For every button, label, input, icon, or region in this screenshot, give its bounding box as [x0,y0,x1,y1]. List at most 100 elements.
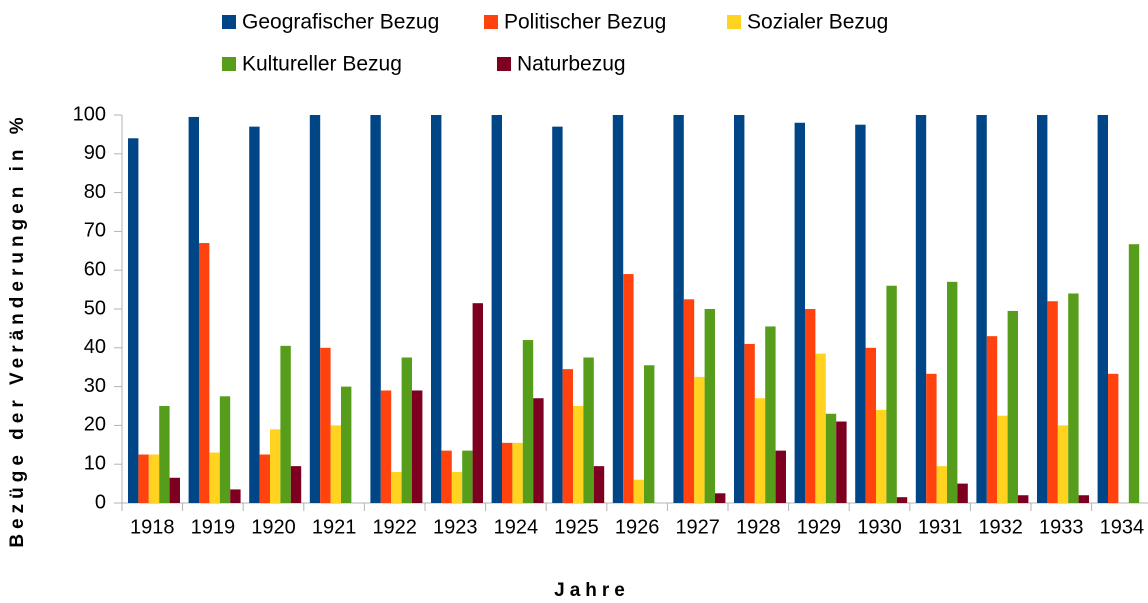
x-tick-label: 1926 [615,516,660,538]
bar [512,442,523,503]
bar [694,376,705,503]
bar [431,115,442,503]
bar [926,373,937,503]
bar [633,479,644,503]
y-tick-label: 100 [73,103,106,125]
y-tick-label: 20 [84,414,106,436]
bar [936,466,947,503]
x-tick-label: 1927 [675,516,720,538]
bar [320,347,331,503]
bar [533,398,544,503]
bar [997,415,1008,503]
y-tick-label: 30 [84,375,106,397]
x-tick-label: 1918 [130,516,175,538]
bar [412,390,423,503]
bar [1047,301,1058,503]
bar [1128,244,1140,504]
bar [290,466,302,503]
legend-label: Naturbezug [517,53,626,76]
x-tick-label: 1923 [433,516,478,538]
x-tick-label: 1928 [736,516,781,538]
bar [1018,495,1029,503]
bar [280,345,291,503]
bar [947,281,958,503]
legend-label: Sozialer Bezug [747,11,888,34]
bar [1108,373,1119,503]
bar [169,477,180,503]
bar [865,347,876,503]
bar [1007,310,1018,503]
bar [583,357,594,503]
x-tick-label: 1934 [1100,516,1145,538]
bar [491,115,502,503]
bar [886,285,897,503]
x-axis-title: Jahre [554,580,630,601]
bar [673,115,684,503]
bar [441,450,452,503]
bar [754,398,766,503]
y-tick-label: 50 [84,297,106,319]
y-axis-title: Bezüge der Veränderungen in % [7,112,28,547]
bar [734,115,745,503]
bar [219,396,231,503]
legend-swatch [497,57,511,71]
bar [593,466,605,503]
bar [562,369,573,503]
x-tick-label: 1924 [494,516,539,538]
bar [765,326,776,503]
x-tick-label: 1919 [191,516,236,538]
bar [259,454,270,503]
bar [683,299,695,503]
y-tick-label: 70 [84,220,106,242]
x-tick-label: 1933 [1039,516,1084,538]
x-tick-label: 1921 [312,516,357,538]
x-tick-label: 1932 [978,516,1023,538]
bar [976,115,987,503]
legend-swatch [222,57,236,71]
bar [370,115,381,503]
bar [380,390,392,503]
bar [815,353,826,503]
bar [249,126,260,503]
bar [836,421,847,503]
bar [552,126,563,503]
bar [209,452,220,503]
bar [644,365,655,503]
bar [159,406,170,503]
bar [775,450,786,503]
bar [896,497,908,503]
x-tick-label: 1922 [372,516,417,538]
bar [199,243,210,504]
bar [1078,495,1089,503]
legend-label: Geografischer Bezug [242,11,439,34]
bar [188,116,199,503]
bar [462,450,473,503]
bar [148,454,160,503]
y-tick-label: 60 [84,258,106,280]
legend-swatch [484,15,498,29]
bar [986,336,998,503]
bar [1037,115,1048,503]
x-tick-label: 1925 [554,516,599,538]
y-tick-label: 80 [84,181,106,203]
bar [1068,293,1079,503]
bar [715,493,726,503]
bar [472,303,483,503]
bar [825,413,837,503]
y-tick-label: 40 [84,336,106,358]
bar [270,429,281,503]
bar [341,386,352,503]
bar [744,343,755,503]
bar [522,340,534,503]
y-tick-label: 90 [84,142,106,164]
bar [805,309,816,503]
legend-swatch [222,15,236,29]
bar [623,274,634,503]
bar [1057,425,1069,503]
x-tick-label: 1920 [251,516,296,538]
bar [230,489,241,503]
bar [1097,115,1108,503]
bar [138,454,149,503]
bar [573,406,584,503]
